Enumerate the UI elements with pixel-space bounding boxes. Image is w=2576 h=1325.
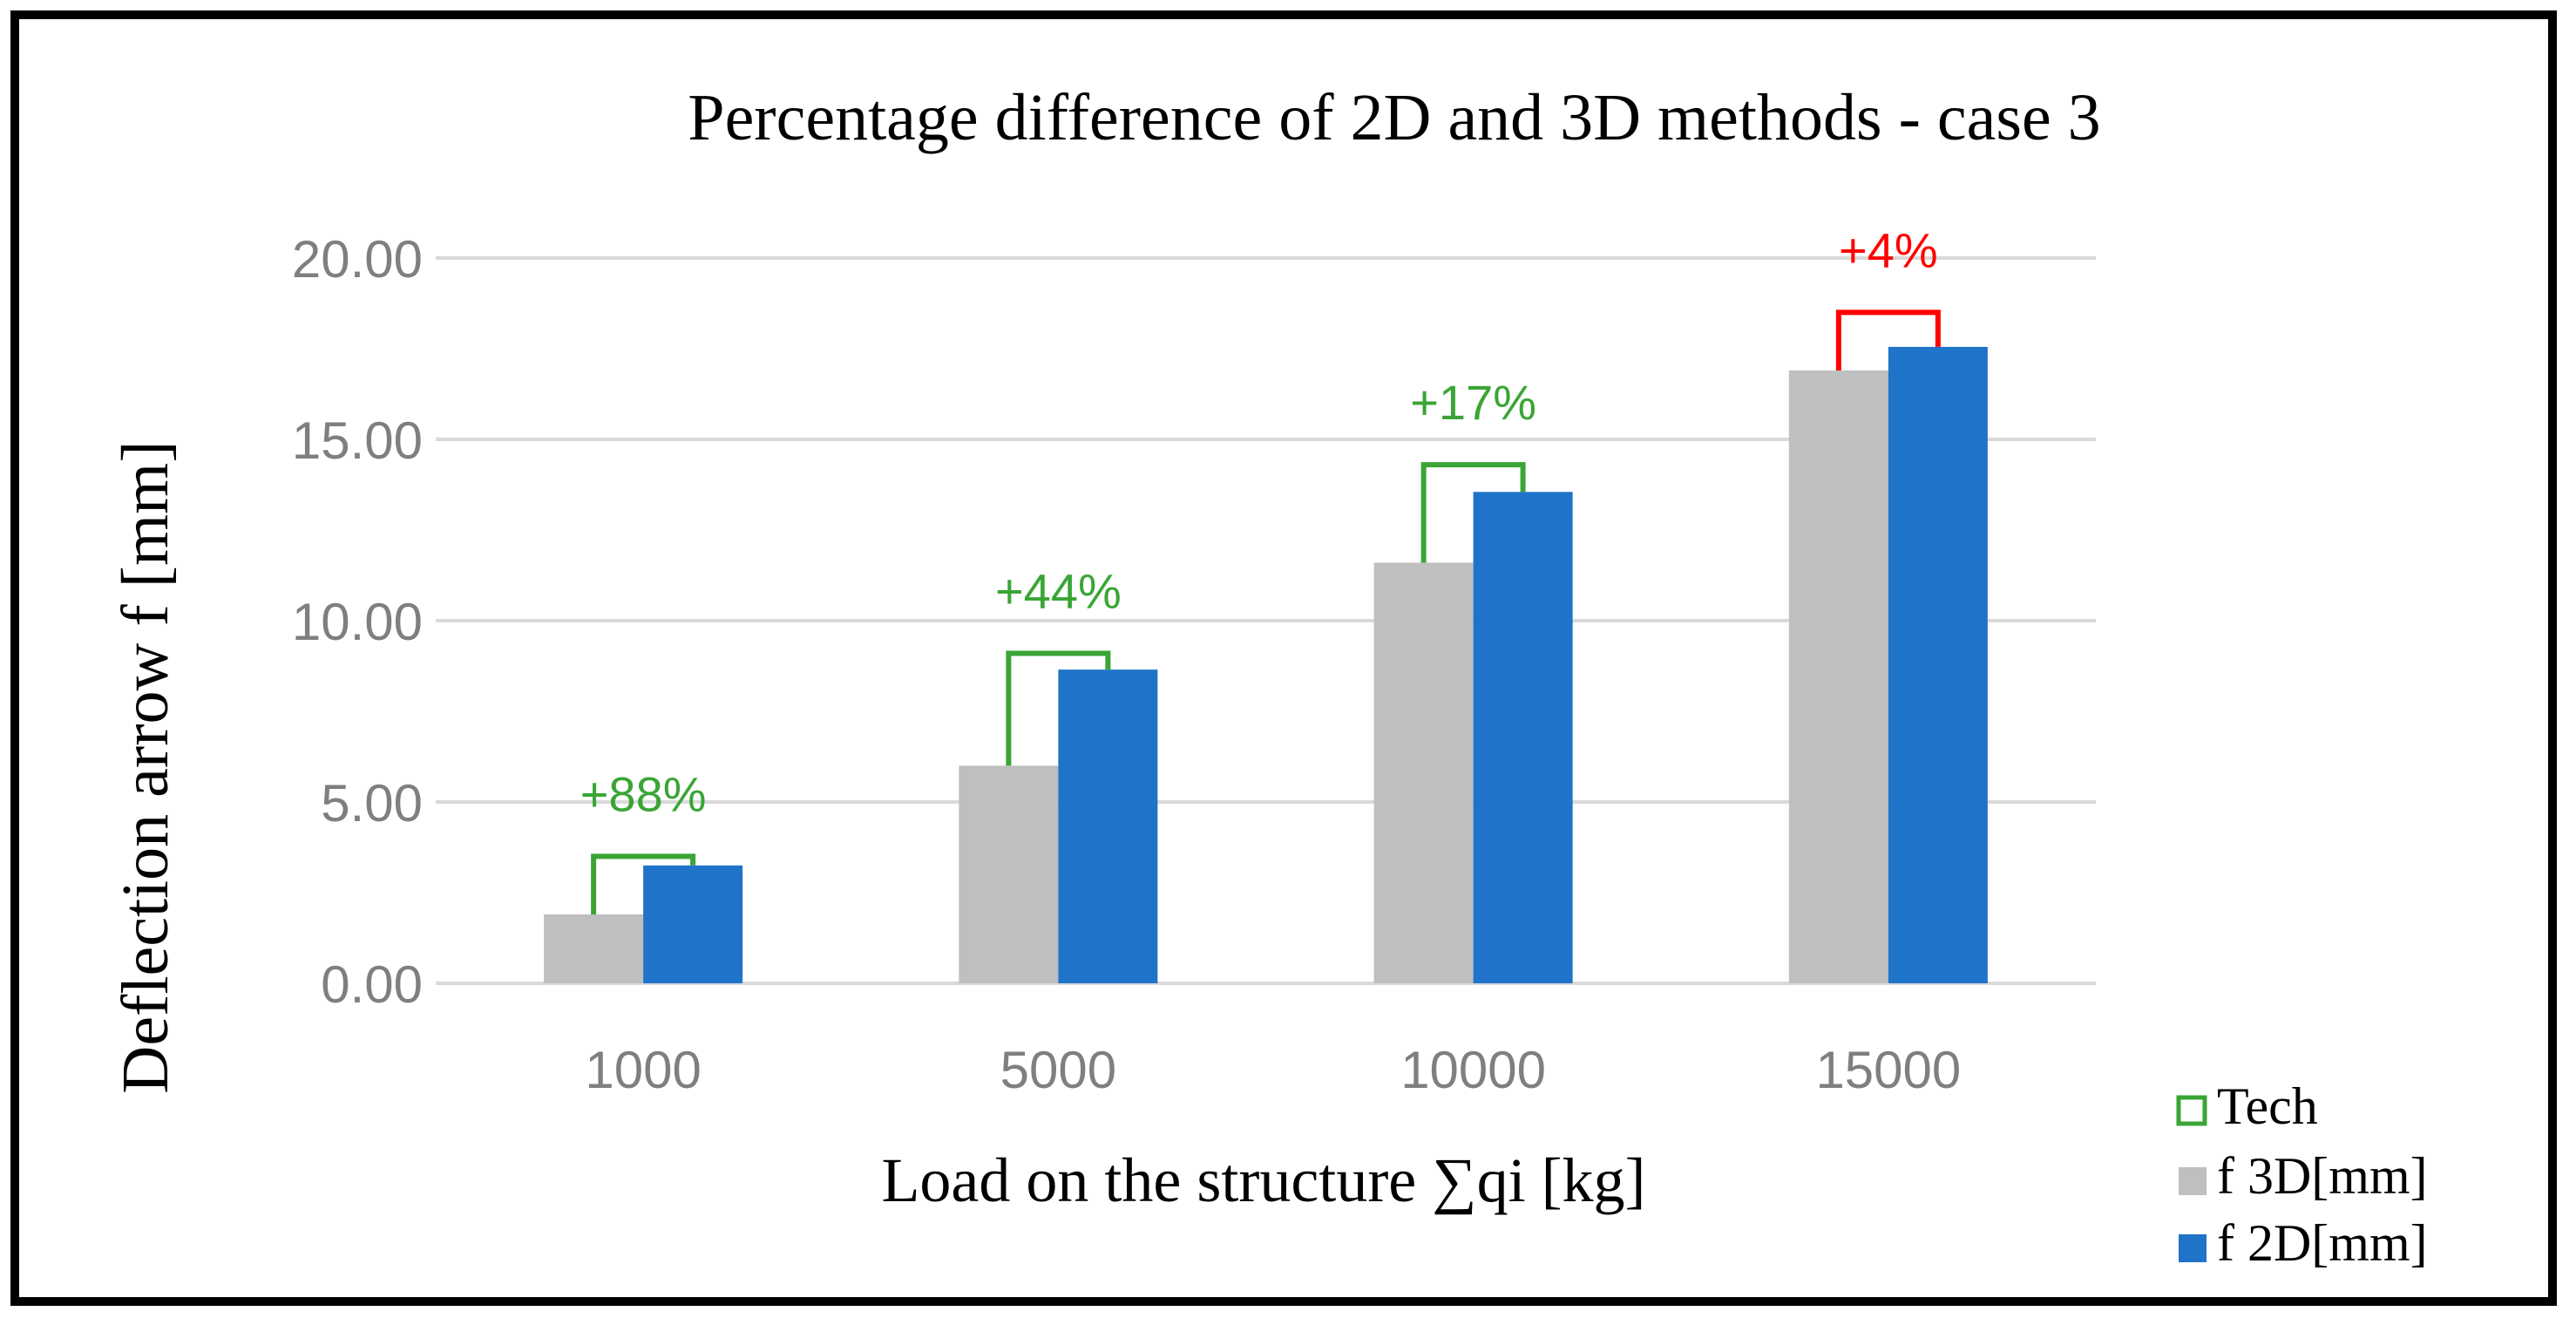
bar-2d: [643, 865, 743, 983]
bar-3d: [959, 765, 1059, 983]
tech-bracket: [591, 853, 696, 914]
legend-label-series: f 2D[mm]: [2217, 1214, 2428, 1272]
chart-title: Percentage difference of 2D and 3D metho…: [688, 81, 2100, 154]
legend-swatch-series: [2179, 1234, 2207, 1262]
tech-percentage-label: +17%: [1410, 375, 1536, 430]
y-tick-label: 10.00: [292, 593, 423, 651]
bars: [544, 346, 1988, 984]
x-tick-label: 15000: [1815, 1041, 1961, 1099]
chart-frame: [10, 10, 2557, 1306]
legend: Tech f 3D[mm] f 2D[mm]: [2176, 1077, 2428, 1272]
tech-bracket: [1006, 650, 1111, 766]
y-tick-label: 0.00: [321, 955, 423, 1014]
y-axis-tick-labels: 0.00 5.00 10.00 15.00 20.00: [292, 230, 423, 1014]
bar-2d: [1058, 669, 1158, 983]
tech-bracket: [1835, 309, 1941, 370]
tech-bracket: [1420, 462, 1526, 563]
y-tick-label: 15.00: [292, 411, 423, 470]
bar-3d: [1373, 562, 1474, 983]
legend-label-series: f 3D[mm]: [2217, 1147, 2428, 1205]
x-axis-tick-labels: 1000 5000 10000 15000: [585, 1041, 1961, 1099]
tech-brackets: +88% +44% +17% +4%: [580, 222, 1941, 914]
y-tick-label: 5.00: [321, 774, 423, 832]
tech-percentage-label: +4%: [1839, 222, 1938, 277]
bar-3d: [1788, 370, 1888, 984]
x-tick-label: 1000: [585, 1041, 701, 1099]
x-axis-label: Load on the structure ∑qi [kg]: [881, 1145, 1645, 1215]
y-tick-label: 20.00: [292, 230, 423, 289]
bar-2d: [1473, 492, 1573, 983]
bar-2d: [1888, 346, 1988, 983]
bar-3d: [544, 914, 644, 983]
legend-swatch-series: [2179, 1167, 2207, 1195]
legend-label-tech: Tech: [2217, 1077, 2318, 1135]
x-tick-label: 10000: [1400, 1041, 1546, 1099]
y-axis-label: Deflection arrow f [mm]: [109, 440, 182, 1093]
tech-percentage-label: +88%: [580, 766, 707, 821]
legend-swatch-tech: [2176, 1095, 2207, 1126]
tech-percentage-label: +44%: [995, 563, 1122, 618]
x-tick-label: 5000: [1000, 1041, 1116, 1099]
